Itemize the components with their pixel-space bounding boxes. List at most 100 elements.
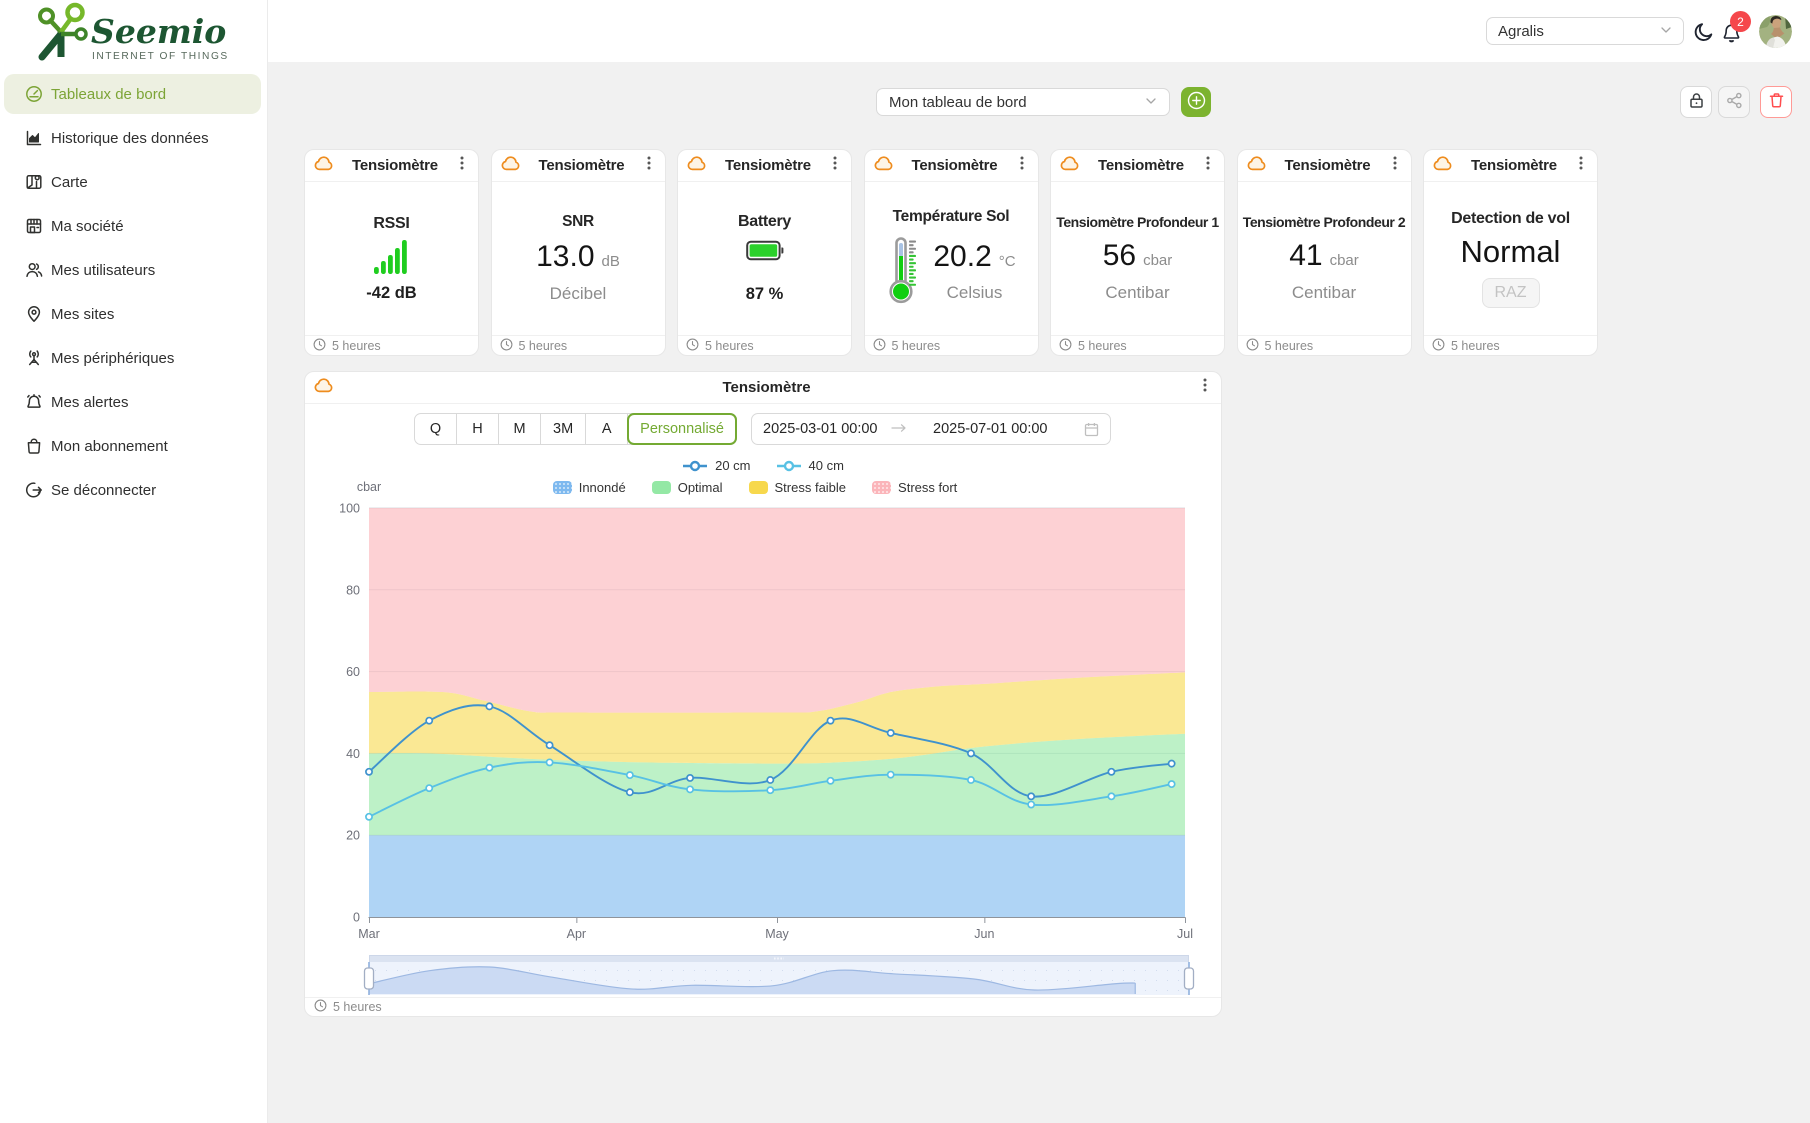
date-from-input[interactable]: 2025-03-01 00:00 (763, 421, 878, 437)
add-widget-button[interactable] (1181, 87, 1211, 117)
range-button-3m[interactable]: 3M (541, 414, 587, 444)
svg-text:60: 60 (346, 665, 360, 679)
date-range-picker[interactable]: 2025-03-01 00:00 2025-07-01 00:00 (751, 413, 1111, 445)
dashboard-select[interactable]: Mon tableau de bord (876, 88, 1170, 116)
range-button-personnalisé[interactable]: Personnalisé (627, 413, 737, 445)
legend-item-stress-fort[interactable]: Stress fort (872, 480, 957, 495)
card-title: Tensiomètre (1098, 157, 1184, 174)
kebab-menu-icon[interactable] (1574, 154, 1588, 177)
devices-icon (25, 349, 43, 367)
card-metric-value: 41 (1289, 239, 1323, 272)
range-button-a[interactable]: A (586, 414, 629, 444)
legend-item-optimal[interactable]: Optimal (651, 480, 723, 495)
kebab-menu-icon[interactable] (1015, 154, 1029, 177)
dashboard-select-value: Mon tableau de bord (889, 93, 1027, 111)
card-metric-value: 87 % (745, 285, 784, 303)
navigator-left-handle[interactable] (363, 967, 375, 990)
last-update-text: 5 heures (332, 338, 381, 353)
main-content: Mon tableau de bord (268, 62, 1810, 1123)
card-title: Tensiomètre (352, 157, 438, 174)
sidebar-item-label: Historique des données (51, 129, 209, 147)
legend-item-innondé[interactable]: Innondé (552, 480, 626, 495)
card-metric-value: 56 (1102, 239, 1137, 272)
raz-reset-button[interactable]: RAZ (1481, 277, 1540, 308)
cloud-icon (1247, 155, 1268, 176)
sidebar-item-ma-soci-t-[interactable]: Ma société (4, 204, 261, 248)
card-metric-value: 13.0 (536, 240, 595, 273)
tensiometer-chart-plot[interactable]: Mar Apr May Jun Jul 0 20 40 60 80 100 (305, 498, 1223, 948)
svg-text:May: May (765, 927, 789, 941)
range-button-h[interactable]: H (457, 414, 499, 444)
last-update-text: 5 heures (891, 338, 941, 353)
sidebar-item-mes-p-riph-riques[interactable]: Mes périphériques (4, 336, 261, 380)
location-pin-icon (25, 305, 43, 323)
card-metric-subtitle: Décibel (549, 284, 607, 303)
svg-text:0: 0 (353, 911, 360, 925)
card-metric-label: Battery (737, 213, 792, 230)
card-header: Tensiomètre (1424, 150, 1597, 182)
cloud-icon (874, 155, 895, 176)
sensor-card-detection-de-vol: Tensiomètre Detection de vol Normal RAZ … (1423, 149, 1598, 356)
card-metric-unit: cbar (1143, 252, 1173, 269)
history-chart-icon (25, 129, 43, 147)
range-button-q[interactable]: Q (415, 414, 457, 444)
sidebar-item-mes-utilisateurs[interactable]: Mes utilisateurs (4, 248, 261, 292)
share-dashboard-button[interactable] (1718, 86, 1750, 118)
last-update-text: 5 heures (705, 338, 754, 353)
users-icon (25, 261, 43, 279)
sidebar-item-label: Mes utilisateurs (51, 261, 156, 279)
clock-icon (314, 999, 327, 1015)
sidebar-item-se-d-connecter[interactable]: Se déconnecter (4, 468, 261, 512)
card-footer: 5 heures (491, 335, 665, 355)
band-area-Stress fort (369, 508, 1185, 713)
calendar-icon (1084, 422, 1099, 437)
series-legend: 20 cm 40 cm (305, 458, 1221, 473)
card-footer: 5 heures (1424, 335, 1597, 355)
kebab-menu-icon[interactable] (828, 154, 842, 177)
legend-item-20-cm[interactable]: 20 cm (682, 458, 751, 473)
card-metric-label: Tensiomètre Profondeur 1 (1056, 214, 1219, 230)
sidebar-item-mes-sites[interactable]: Mes sites (4, 292, 261, 336)
card-body: SNR 13.0 dB Décibel (492, 182, 665, 335)
legend-item-stress-faible[interactable]: Stress faible (748, 480, 846, 495)
band-swatch-icon (872, 481, 892, 494)
logout-icon (25, 481, 43, 499)
card-body: Température Sol 20.2 °C Celsius (865, 182, 1038, 335)
brand-logo[interactable]: Seemio INTERNET OF THINGS (34, 2, 254, 64)
card-metric-value: -42 dB (366, 283, 417, 302)
notifications-button[interactable] (1722, 23, 1741, 48)
last-update-text: 5 heures (1078, 338, 1127, 353)
card-body: Tensiomètre Profondeur 2 41 cbar Centibar (1238, 182, 1411, 335)
delete-dashboard-button[interactable] (1760, 86, 1792, 118)
svg-text:Jun: Jun (974, 927, 994, 941)
sidebar-item-mes-alertes[interactable]: Mes alertes (4, 380, 261, 424)
range-button-m[interactable]: M (499, 414, 541, 444)
dark-mode-toggle[interactable] (1694, 22, 1714, 47)
sidebar-item-label: Mon abonnement (51, 437, 168, 455)
card-body: Battery 87 % (678, 182, 851, 335)
organization-select[interactable]: Agralis (1486, 17, 1684, 45)
kebab-menu-icon[interactable] (1201, 154, 1215, 177)
lock-dashboard-button[interactable] (1680, 86, 1712, 118)
kebab-menu-icon[interactable] (642, 154, 656, 177)
date-to-input[interactable]: 2025-07-01 00:00 (933, 421, 1048, 437)
legend-item-40-cm[interactable]: 40 cm (776, 458, 844, 473)
kebab-menu-icon[interactable] (1388, 154, 1402, 177)
y-axis-unit-label: cbar (356, 480, 382, 494)
sidebar-item-historique-des-donn-es[interactable]: Historique des données (4, 116, 261, 160)
sidebar-item-label: Mes sites (51, 305, 115, 323)
kebab-menu-icon[interactable] (455, 154, 469, 177)
sidebar-nav: Tableaux de bord Historique des données … (0, 72, 267, 512)
clock-icon (1432, 338, 1445, 354)
sidebar-item-tableaux-de-bord[interactable]: Tableaux de bord (4, 74, 261, 114)
kebab-menu-icon[interactable] (1198, 376, 1212, 399)
chart-data-zoom-navigator[interactable] (305, 955, 1223, 996)
cloud-icon (314, 155, 335, 176)
user-avatar[interactable] (1759, 15, 1792, 48)
sidebar-item-mon-abonnement[interactable]: Mon abonnement (4, 424, 261, 468)
chart-widget-header: Tensiomètre (305, 372, 1221, 404)
last-update-text: 5 heures (333, 1000, 382, 1014)
navigator-right-handle[interactable] (1183, 967, 1195, 990)
card-header: Tensiomètre (864, 150, 1038, 182)
sidebar-item-carte[interactable]: Carte (4, 160, 261, 204)
